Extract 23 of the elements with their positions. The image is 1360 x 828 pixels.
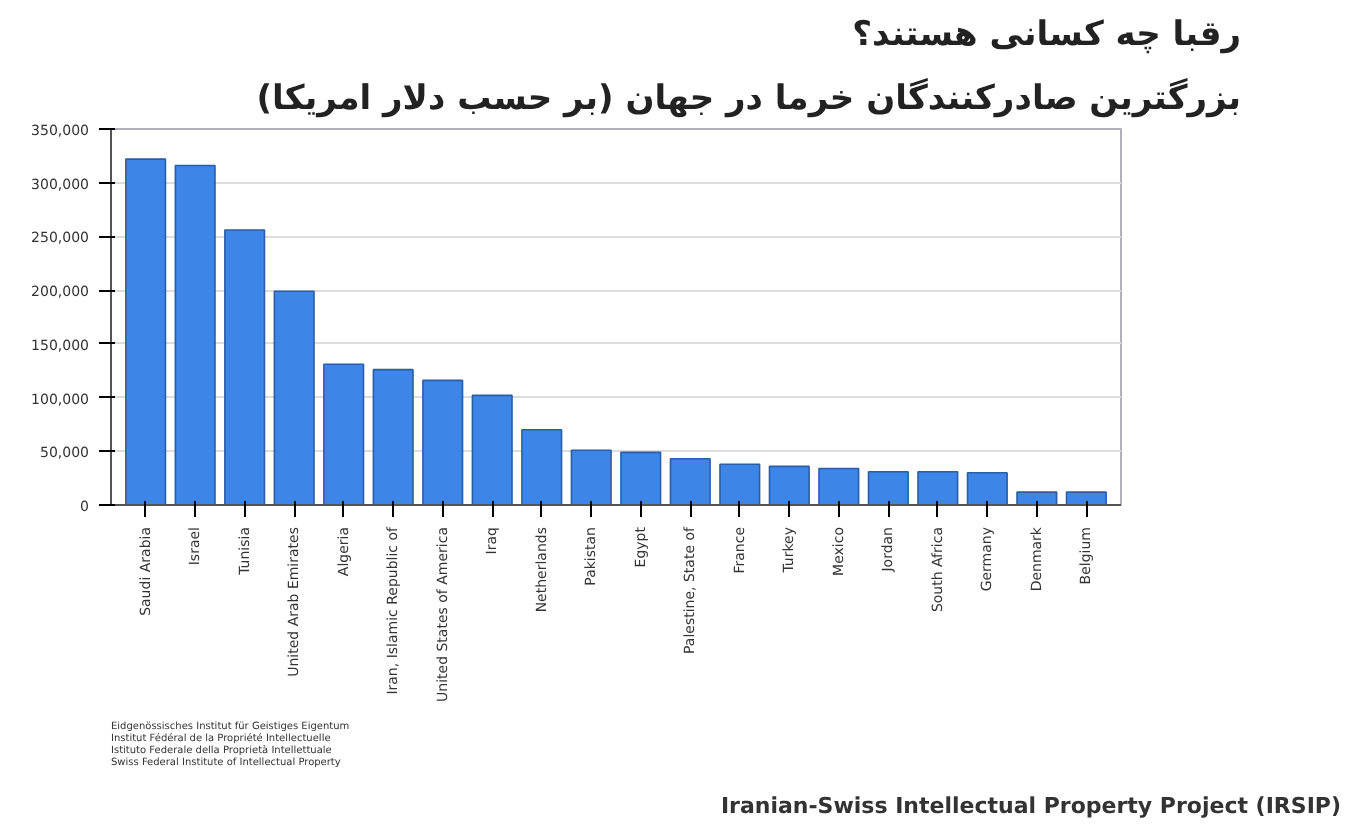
chart-subtitle: بزرگترین صادرکنندگان خرما در جهان (بر حسب دلار امریکا) [256, 77, 1242, 119]
bar [917, 470, 959, 505]
bar [719, 463, 761, 505]
text: Iranian-Swiss Intellectual Property Project (IRSIP) [720, 793, 1342, 819]
bar [867, 470, 909, 505]
bar [818, 467, 860, 505]
bar [1065, 491, 1107, 505]
bar [966, 471, 1008, 505]
bar [620, 451, 662, 505]
bar [372, 368, 414, 505]
bar [570, 449, 612, 505]
bar [224, 229, 266, 505]
bar [323, 363, 365, 505]
bar [1016, 491, 1058, 505]
bar [174, 164, 216, 505]
bar [471, 394, 513, 505]
bar [768, 465, 810, 505]
bar [273, 290, 315, 505]
chart-title: رقبا چه کسانی هستند؟ [852, 15, 1242, 55]
bar [125, 158, 167, 505]
bar [669, 458, 711, 505]
bar [422, 379, 464, 505]
bar [521, 429, 563, 505]
